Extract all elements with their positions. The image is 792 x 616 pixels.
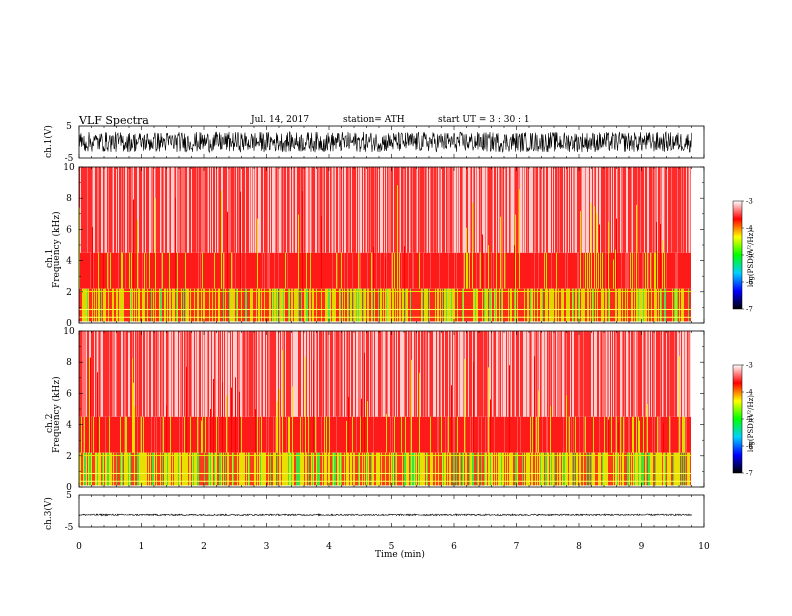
colorbar2-label: log(PSD)(V²/Hz) xyxy=(747,395,755,452)
s1-ytick-label: 4 xyxy=(66,257,72,267)
colorbar-2-ticklabel: -5 xyxy=(746,416,753,424)
colorbar-2 xyxy=(732,364,743,474)
s1-ytick-label: 10 xyxy=(63,163,75,173)
ch2-freq-axis-label: Frequency (kHz) xyxy=(52,376,62,453)
x-tick-label: 6 xyxy=(451,542,457,552)
s2-ytick-label: 6 xyxy=(66,389,72,399)
waveform-ch3 xyxy=(78,513,692,517)
s1-ytick-label: 0 xyxy=(66,319,72,329)
x-tick-label: 5 xyxy=(389,542,395,552)
colorbar-1-ticklabel: -4 xyxy=(746,225,753,233)
ch3-ytick-top: 5 xyxy=(66,491,72,501)
s1-ytick-label: 8 xyxy=(66,194,72,204)
s2-ytick-label: 10 xyxy=(63,327,75,337)
s2-ytick-label: 2 xyxy=(66,452,72,462)
spectrogram-1-cells xyxy=(79,167,692,322)
x-tick-label: 0 xyxy=(76,542,82,552)
colorbar-1-ticklabel: -5 xyxy=(746,252,753,260)
s1-ytick-label: 6 xyxy=(66,225,72,235)
date-label: Jul. 14, 2017 xyxy=(251,115,310,125)
colorbar-1-ticklabel: -7 xyxy=(746,306,753,314)
ch1-volt-axis-label: ch.1(V) xyxy=(44,125,54,158)
x-tick-label: 1 xyxy=(139,542,145,552)
colorbar-2-ticklabel: -3 xyxy=(746,362,753,370)
s2-ytick-label: 4 xyxy=(66,421,72,431)
x-tick-label: 2 xyxy=(201,542,207,552)
ch3-ytick-bottom: -5 xyxy=(65,523,74,533)
x-tick-label: 8 xyxy=(576,542,582,552)
figure-title: VLF Spectra xyxy=(79,114,149,127)
s2-ytick-label: 8 xyxy=(66,358,72,368)
x-tick-label: 9 xyxy=(639,542,645,552)
colorbar1-label: log(PSD)(V²/Hz) xyxy=(747,230,755,287)
colorbar-1 xyxy=(732,200,743,310)
spectrogram-2-cells xyxy=(79,331,692,486)
colorbar-2-ticklabel: -7 xyxy=(746,470,753,478)
ch1-freq-axis-label: Frequency (kHz) xyxy=(52,211,62,288)
colorbar-2-ticklabel: -6 xyxy=(746,443,753,451)
s2-ytick-label: 0 xyxy=(66,483,72,493)
ch1-ytick-bottom: -5 xyxy=(65,154,74,164)
s1-ytick-label: 2 xyxy=(66,288,72,298)
panel-frame-ch3 xyxy=(78,494,705,528)
waveform-ch1 xyxy=(78,131,692,154)
x-axis-label: Time (min) xyxy=(375,550,425,560)
colorbar-2-ticklabel: -4 xyxy=(746,389,753,397)
x-tick-label: 4 xyxy=(326,542,332,552)
colorbar-1-ticklabel: -3 xyxy=(746,198,753,206)
x-tick-label: 7 xyxy=(514,542,520,552)
colorbar-1-ticklabel: -6 xyxy=(746,279,753,287)
x-tick-label: 3 xyxy=(264,542,270,552)
ch3-volt-axis-label: ch.3(V) xyxy=(44,497,54,530)
x-tick-label: 10 xyxy=(698,542,710,552)
start-time-label: start UT = 3 : 30 : 1 xyxy=(438,115,530,125)
ch1-ytick-top: 5 xyxy=(66,122,72,132)
station-label: station= ATH xyxy=(343,115,405,125)
